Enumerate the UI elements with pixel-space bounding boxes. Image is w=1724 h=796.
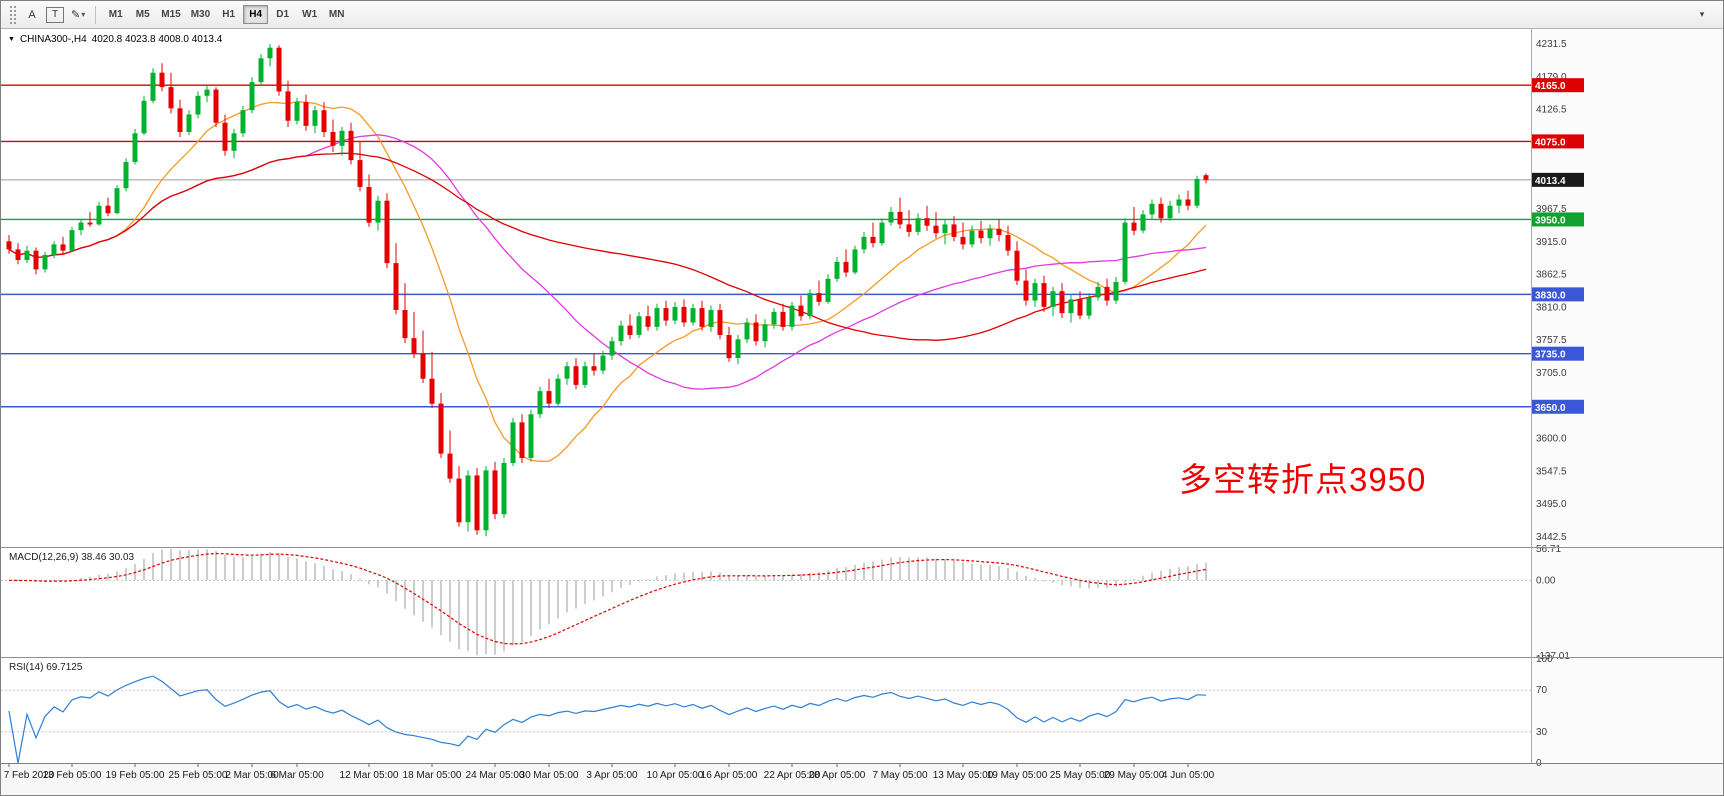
toolbar-overflow-icon[interactable]: ▾ bbox=[1691, 5, 1713, 25]
macd-signal-line bbox=[8, 552, 1207, 645]
svg-text:25 Feb 05:00: 25 Feb 05:00 bbox=[169, 770, 228, 781]
timeframe-button-group: M1 M5 M15 M30 H1 H4 D1 W1 MN bbox=[102, 5, 350, 24]
tool-button-group: A T ✎ ▾ bbox=[21, 5, 89, 25]
svg-text:3705.0: 3705.0 bbox=[1536, 368, 1567, 379]
svg-text:22 Apr 05:00: 22 Apr 05:00 bbox=[764, 770, 821, 781]
svg-text:4 Jun 05:00: 4 Jun 05:00 bbox=[1162, 770, 1215, 781]
timeframe-button-h1[interactable]: H1 bbox=[216, 5, 241, 24]
svg-text:3735.0: 3735.0 bbox=[1535, 350, 1566, 361]
svg-text:2 Mar 05:00: 2 Mar 05:00 bbox=[225, 770, 279, 781]
svg-text:3810.0: 3810.0 bbox=[1536, 302, 1567, 313]
chart-annotation[interactable]: 多空转折点3950 bbox=[1179, 461, 1427, 498]
collapse-icon[interactable]: ▼ bbox=[8, 36, 15, 43]
timeframe-button-m1[interactable]: M1 bbox=[103, 5, 128, 24]
svg-text:30 Mar 05:00: 30 Mar 05:00 bbox=[520, 770, 579, 781]
svg-text:19 Feb 05:00: 19 Feb 05:00 bbox=[106, 770, 165, 781]
candles-layer[interactable] bbox=[6, 44, 1209, 537]
timeframe-button-d1[interactable]: D1 bbox=[270, 5, 295, 24]
toolbar: A T ✎ ▾ M1 M5 M15 M30 H1 H4 D1 W1 MN ▾ bbox=[1, 1, 1723, 29]
timeframe-button-m5[interactable]: M5 bbox=[130, 5, 155, 24]
svg-text:16 Apr 05:00: 16 Apr 05:00 bbox=[701, 770, 758, 781]
horizontal-lines-layer[interactable] bbox=[1, 84, 1531, 408]
macd-indicator-label: MACD(12,26,9) 38.46 30.03 bbox=[9, 552, 135, 563]
svg-text:13 Feb 05:00: 13 Feb 05:00 bbox=[43, 770, 102, 781]
rsi-indicator-label: RSI(14) 69.7125 bbox=[9, 662, 83, 673]
timeframe-button-w1[interactable]: W1 bbox=[297, 5, 322, 24]
svg-text:7 May 05:00: 7 May 05:00 bbox=[872, 770, 927, 781]
price-axis-gutter[interactable] bbox=[1531, 29, 1724, 763]
caret-down-icon: ▾ bbox=[81, 9, 86, 19]
price-axis-tags: 4165.0 4075.0 3950.0 3830.0 3735.0 3650.0 4013… bbox=[1532, 78, 1584, 414]
rsi-pane[interactable] bbox=[1, 675, 1531, 764]
svg-text:3600.0: 3600.0 bbox=[1536, 433, 1567, 444]
svg-text:0.00: 0.00 bbox=[1536, 575, 1556, 586]
svg-text:3547.5: 3547.5 bbox=[1536, 466, 1567, 477]
ohlc-values: 4020.8 4023.8 4008.0 4013.4 bbox=[91, 34, 223, 45]
svg-text:56.71: 56.71 bbox=[1536, 544, 1561, 555]
svg-text:3442.5: 3442.5 bbox=[1536, 532, 1567, 543]
svg-text:3967.5: 3967.5 bbox=[1536, 204, 1567, 215]
svg-text:4126.5: 4126.5 bbox=[1536, 105, 1567, 116]
svg-text:4075.0: 4075.0 bbox=[1535, 137, 1566, 148]
moving-averages-layer bbox=[8, 100, 1207, 462]
timeframe-button-m15[interactable]: M15 bbox=[157, 5, 184, 24]
svg-text:3862.5: 3862.5 bbox=[1536, 270, 1567, 281]
svg-text:24 Mar 05:00: 24 Mar 05:00 bbox=[466, 770, 525, 781]
svg-text:18 Mar 05:00: 18 Mar 05:00 bbox=[403, 770, 462, 781]
toolbar-grip[interactable] bbox=[10, 5, 16, 24]
svg-text:70: 70 bbox=[1536, 685, 1548, 696]
price-axis[interactable]: 4231.5 4179.0 4126.5 3967.5 3915.0 3862.5 3810… bbox=[1536, 39, 1570, 769]
time-axis-strip[interactable] bbox=[1, 763, 1724, 796]
svg-text:3950.0: 3950.0 bbox=[1535, 215, 1566, 226]
svg-text:4013.4: 4013.4 bbox=[1535, 176, 1566, 187]
ma-62-line bbox=[8, 152, 1207, 341]
text-frame-tool-button[interactable]: T bbox=[46, 6, 64, 23]
svg-text:19 May 05:00: 19 May 05:00 bbox=[987, 770, 1048, 781]
svg-text:4231.5: 4231.5 bbox=[1536, 39, 1567, 50]
svg-text:3830.0: 3830.0 bbox=[1535, 290, 1566, 301]
text-tool-button[interactable]: A bbox=[21, 5, 43, 25]
svg-text:3495.0: 3495.0 bbox=[1536, 499, 1567, 510]
svg-text:7 Feb 2020: 7 Feb 2020 bbox=[4, 770, 55, 781]
macd-pane[interactable] bbox=[1, 549, 1531, 656]
svg-text:30: 30 bbox=[1536, 727, 1548, 738]
svg-text:3 Apr 05:00: 3 Apr 05:00 bbox=[586, 770, 638, 781]
svg-text:6 Mar 05:00: 6 Mar 05:00 bbox=[270, 770, 324, 781]
svg-text:25 May 05:00: 25 May 05:00 bbox=[1050, 770, 1111, 781]
rsi-line bbox=[8, 675, 1207, 764]
toolbar-separator bbox=[95, 5, 97, 24]
ma-13-line bbox=[8, 100, 1207, 462]
svg-text:13 May 05:00: 13 May 05:00 bbox=[933, 770, 994, 781]
svg-text:100: 100 bbox=[1536, 654, 1553, 665]
chart-canvas[interactable]: 4231.5 4179.0 4126.5 3967.5 3915.0 3862.5 3810… bbox=[1, 29, 1724, 796]
svg-text:28 Apr 05:00: 28 Apr 05:00 bbox=[809, 770, 866, 781]
svg-text:3650.0: 3650.0 bbox=[1535, 403, 1566, 414]
timeframe-button-h4[interactable]: H4 bbox=[243, 5, 269, 24]
svg-text:-137.01: -137.01 bbox=[1536, 651, 1570, 662]
svg-text:10 Apr 05:00: 10 Apr 05:00 bbox=[647, 770, 704, 781]
svg-text:3915.0: 3915.0 bbox=[1536, 237, 1567, 248]
draw-tool-button[interactable]: ✎ ▾ bbox=[67, 5, 89, 25]
symbol-header: ▼ CHINA300-,H4 4020.8 4023.8 4008.0 4013… bbox=[8, 34, 222, 45]
symbol-label: CHINA300-,H4 bbox=[19, 34, 87, 45]
chart-background bbox=[1, 29, 1723, 795]
svg-text:4165.0: 4165.0 bbox=[1535, 81, 1566, 92]
timeframe-button-m30[interactable]: M30 bbox=[187, 5, 214, 24]
svg-text:29 May 05:00: 29 May 05:00 bbox=[1104, 770, 1165, 781]
timeframe-button-mn[interactable]: MN bbox=[324, 5, 349, 24]
svg-text:12 Mar 05:00: 12 Mar 05:00 bbox=[340, 770, 399, 781]
svg-text:4179.0: 4179.0 bbox=[1536, 72, 1567, 83]
svg-text:3757.5: 3757.5 bbox=[1536, 335, 1567, 346]
